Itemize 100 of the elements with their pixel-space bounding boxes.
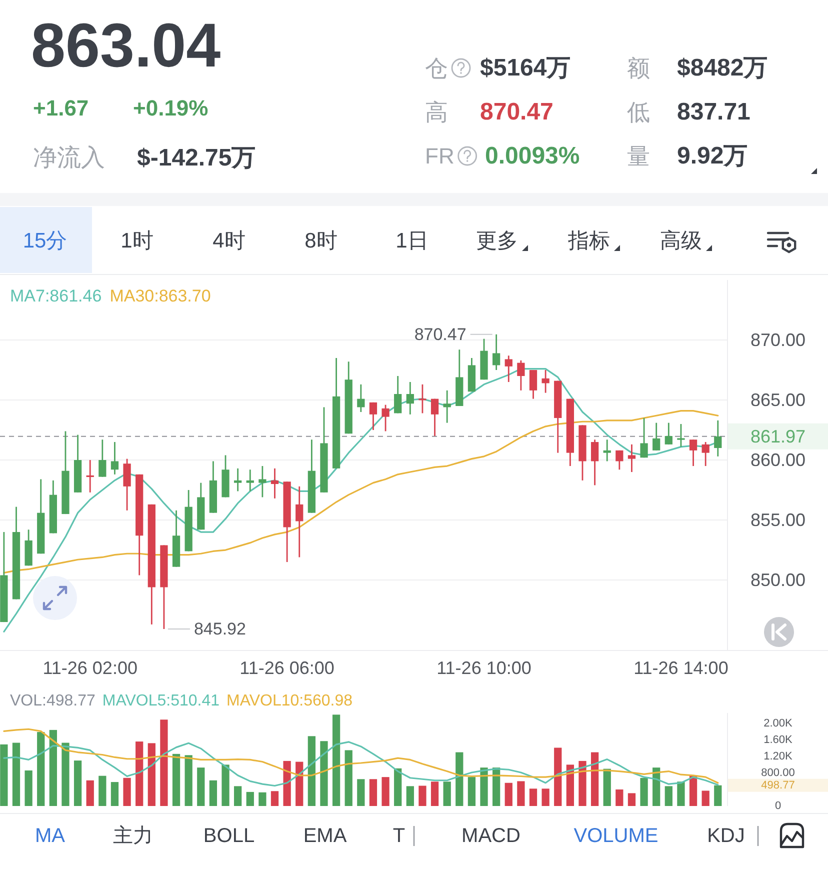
candlestick <box>677 423 685 448</box>
x-tick-label: 11-26 14:00 <box>634 658 728 678</box>
text: 15分 <box>22 230 68 252</box>
bar <box>566 764 574 806</box>
y-tick-label: 1.20K <box>764 750 794 762</box>
bar <box>24 770 32 806</box>
bar <box>554 748 562 806</box>
candlestick <box>603 438 611 462</box>
text: 863.04 <box>31 12 222 80</box>
bar <box>86 780 94 806</box>
bar <box>258 792 266 806</box>
text: 净流入 <box>33 144 105 172</box>
candlestick <box>529 369 538 400</box>
bar <box>136 742 144 806</box>
bar <box>640 778 648 806</box>
candlestick <box>492 334 500 371</box>
text: 额 <box>627 55 650 81</box>
text: EMA <box>303 825 348 847</box>
y-tick-label: 870.00 <box>750 330 806 350</box>
bar <box>184 755 192 806</box>
bar <box>406 786 414 806</box>
bar <box>222 764 230 806</box>
bar <box>542 788 550 806</box>
bar <box>320 741 328 806</box>
bar <box>443 782 451 806</box>
candlestick <box>394 375 402 414</box>
bar <box>394 768 402 806</box>
candlestick <box>246 468 254 492</box>
bar <box>160 720 168 806</box>
bar <box>62 742 70 806</box>
bar <box>369 779 378 806</box>
bar <box>49 730 57 806</box>
bar <box>517 781 525 806</box>
candlestick <box>664 422 672 446</box>
legend: MAVOL5:510.41 MAVOL10:560.98 <box>102 692 353 710</box>
text: 4时 <box>212 230 246 252</box>
annotation: 870.47 <box>414 324 466 344</box>
candlestick <box>504 354 512 383</box>
bar <box>664 786 672 806</box>
candlestick <box>234 468 242 492</box>
bar <box>578 760 586 806</box>
bar <box>123 778 131 806</box>
bar <box>172 754 180 806</box>
bar <box>652 768 660 806</box>
y-tick-label: 850.00 <box>750 570 806 590</box>
y-tick-label: 865.00 <box>750 390 806 410</box>
text: 498.77 <box>761 779 795 792</box>
bar <box>283 760 291 806</box>
text: 870.47 <box>480 98 554 126</box>
candlestick <box>86 459 94 494</box>
text: 量 <box>627 143 650 169</box>
bar <box>430 782 439 806</box>
text: 主力 <box>113 824 153 847</box>
candlestick <box>652 422 660 452</box>
bar <box>12 742 20 806</box>
candlestick <box>110 441 119 476</box>
text: $5164万 <box>480 54 571 82</box>
bar <box>468 777 476 806</box>
bar <box>110 782 119 806</box>
y-tick-label: 855.00 <box>750 510 806 530</box>
text: 指标 <box>567 230 610 252</box>
text: 9.92万 <box>677 142 748 170</box>
text: VOLUME <box>574 825 658 847</box>
candlestick <box>270 468 279 500</box>
bar <box>504 782 512 806</box>
candlestick <box>369 402 378 431</box>
candlestick <box>517 360 525 392</box>
text: 8时 <box>304 230 338 252</box>
bar <box>590 752 599 806</box>
text: 高级 <box>660 230 702 252</box>
bar <box>628 793 636 806</box>
candlestick <box>616 450 624 470</box>
candlestick <box>542 369 550 394</box>
bar <box>308 736 316 806</box>
text: MACD <box>462 825 520 847</box>
text: 更多 <box>476 230 518 252</box>
x-tick-label: 11-26 02:00 <box>42 658 138 678</box>
candlestick <box>418 384 426 414</box>
bar <box>209 780 218 806</box>
bar <box>98 776 106 806</box>
bar <box>456 752 464 806</box>
text: +1.67 <box>33 96 89 120</box>
candlestick <box>258 465 266 498</box>
candlestick <box>406 381 414 416</box>
bar <box>616 789 624 806</box>
y-tick-label: 0 <box>774 800 782 812</box>
text: T <box>392 825 406 847</box>
bar <box>480 768 488 806</box>
bar <box>197 768 205 806</box>
text: 0.0093% <box>485 142 580 170</box>
bar <box>357 779 365 806</box>
text: FR <box>425 144 454 168</box>
x-tick-label: 11-26 06:00 <box>240 658 334 678</box>
candlestick <box>714 420 722 458</box>
y-tick-label: 860.00 <box>750 450 806 470</box>
candlestick <box>296 486 304 558</box>
candlestick <box>628 444 636 473</box>
bar <box>714 785 722 806</box>
candlestick <box>357 384 365 413</box>
bar <box>234 786 242 806</box>
